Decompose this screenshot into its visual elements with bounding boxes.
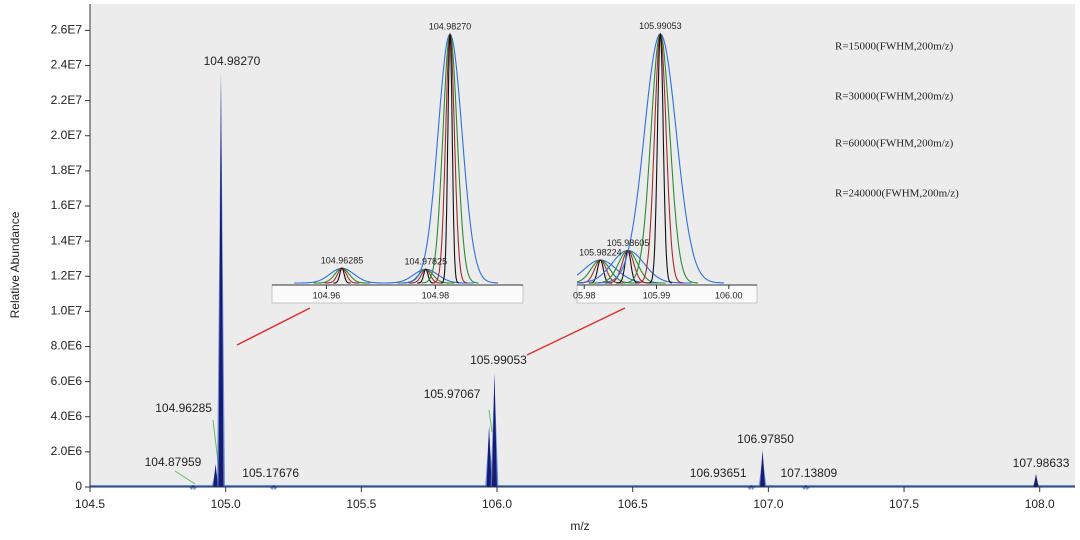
y-tick-label: 2.0E6 [51, 444, 83, 458]
legend-label: R=30000(FWHM,200m/z) [835, 91, 954, 103]
inset-x-tick-label: 104.96 [313, 290, 341, 300]
y-tick-label: 1.8E7 [51, 163, 83, 177]
peak-wide [747, 485, 756, 490]
leader-line [174, 470, 196, 485]
y-tick-label: 2.6E7 [51, 23, 83, 37]
y-tick-label: 1.6E7 [51, 198, 83, 212]
peak [486, 425, 492, 487]
peak-label: 104.98270 [204, 54, 261, 68]
y-tick-label: 0 [75, 479, 82, 493]
x-tick-label: 106.0 [482, 497, 512, 511]
x-tick-label: 107.0 [753, 497, 783, 511]
y-tick-label: 2.0E7 [51, 128, 83, 142]
inset-peak [333, 267, 351, 284]
zoom-connector [526, 307, 626, 356]
peak-label: 105.97067 [424, 387, 481, 401]
peak-label: 104.96285 [155, 401, 212, 415]
x-tick-label: 107.5 [889, 497, 919, 511]
inset-x-tick-label: 105.99 [643, 290, 671, 300]
inset-curves [577, 32, 724, 284]
peak-label: 104.87959 [145, 455, 202, 469]
y-axis-label: Relative Abundance [8, 211, 22, 318]
y-tick-label: 1.0E7 [51, 304, 83, 318]
peak-label: 106.97850 [737, 432, 794, 446]
y-tick-label: 6.0E6 [51, 374, 83, 388]
inset-peak-label: 104.96285 [321, 256, 364, 266]
peak-label: 106.93651 [690, 466, 747, 480]
legend-label: R=240000(FWHM,200m/z) [835, 188, 959, 200]
insets: 104.96285 104.97825 104.98270 104.96 104.98 1… [272, 21, 757, 300]
zoom-connector [236, 307, 311, 346]
inset-peak [441, 34, 459, 284]
y-tick-label: 2.2E7 [51, 93, 83, 107]
x-tick-label: 105.5 [346, 497, 376, 511]
inset-peak-label: 104.97825 [405, 257, 448, 267]
inset-curves [294, 32, 498, 284]
peak-wide [189, 485, 198, 490]
inset-peak-label: 105.98224 [579, 247, 622, 257]
inset-peak-label: 105.99053 [639, 21, 682, 31]
y-tick-label: 2.4E7 [51, 58, 83, 72]
inset-peak-label: 105.98605 [607, 238, 650, 248]
peak-label: 105.99053 [470, 353, 527, 367]
inset-peak-label: 104.98270 [429, 22, 472, 32]
inset-axis-strip [271, 284, 524, 304]
x-tick-label: 105.0 [211, 497, 241, 511]
peak-label: 107.98633 [1013, 456, 1070, 470]
inset-x-tick-label: 05.98 [573, 290, 596, 300]
peak [213, 464, 219, 487]
inset-peak [417, 268, 435, 284]
peak-wide [269, 485, 278, 490]
peak [1033, 474, 1039, 487]
leader-line [488, 409, 493, 433]
legend-label: R=15000(FWHM,200m/z) [835, 41, 954, 53]
peak [218, 72, 224, 488]
main-plot: 104.87959 104.96285 104.98270 105.17676 105.… [90, 54, 1075, 490]
inset-x-tick-label: 104.98 [422, 290, 450, 300]
peak-label: 105.17676 [242, 466, 299, 480]
y-tick-label: 4.0E6 [51, 409, 83, 423]
x-axis-label: m/z [570, 519, 589, 533]
x-tick-label: 104.5 [75, 497, 105, 511]
peak-wide [801, 485, 810, 490]
y-tick-label: 1.2E7 [51, 268, 83, 282]
peak-label: 107.13809 [780, 466, 837, 480]
x-tick-label: 106.5 [618, 497, 648, 511]
y-tick-label: 1.4E7 [51, 233, 83, 247]
legend-label: R=60000(FWHM,200m/z) [835, 138, 954, 150]
inset-x-tick-label: 106.00 [715, 290, 743, 300]
x-tick-label: 108.0 [1025, 497, 1055, 511]
peak [760, 450, 766, 487]
y-tick-label: 8.0E6 [51, 339, 83, 353]
inset-background [272, 22, 523, 285]
inset-peak [648, 33, 672, 284]
peak [491, 372, 497, 487]
